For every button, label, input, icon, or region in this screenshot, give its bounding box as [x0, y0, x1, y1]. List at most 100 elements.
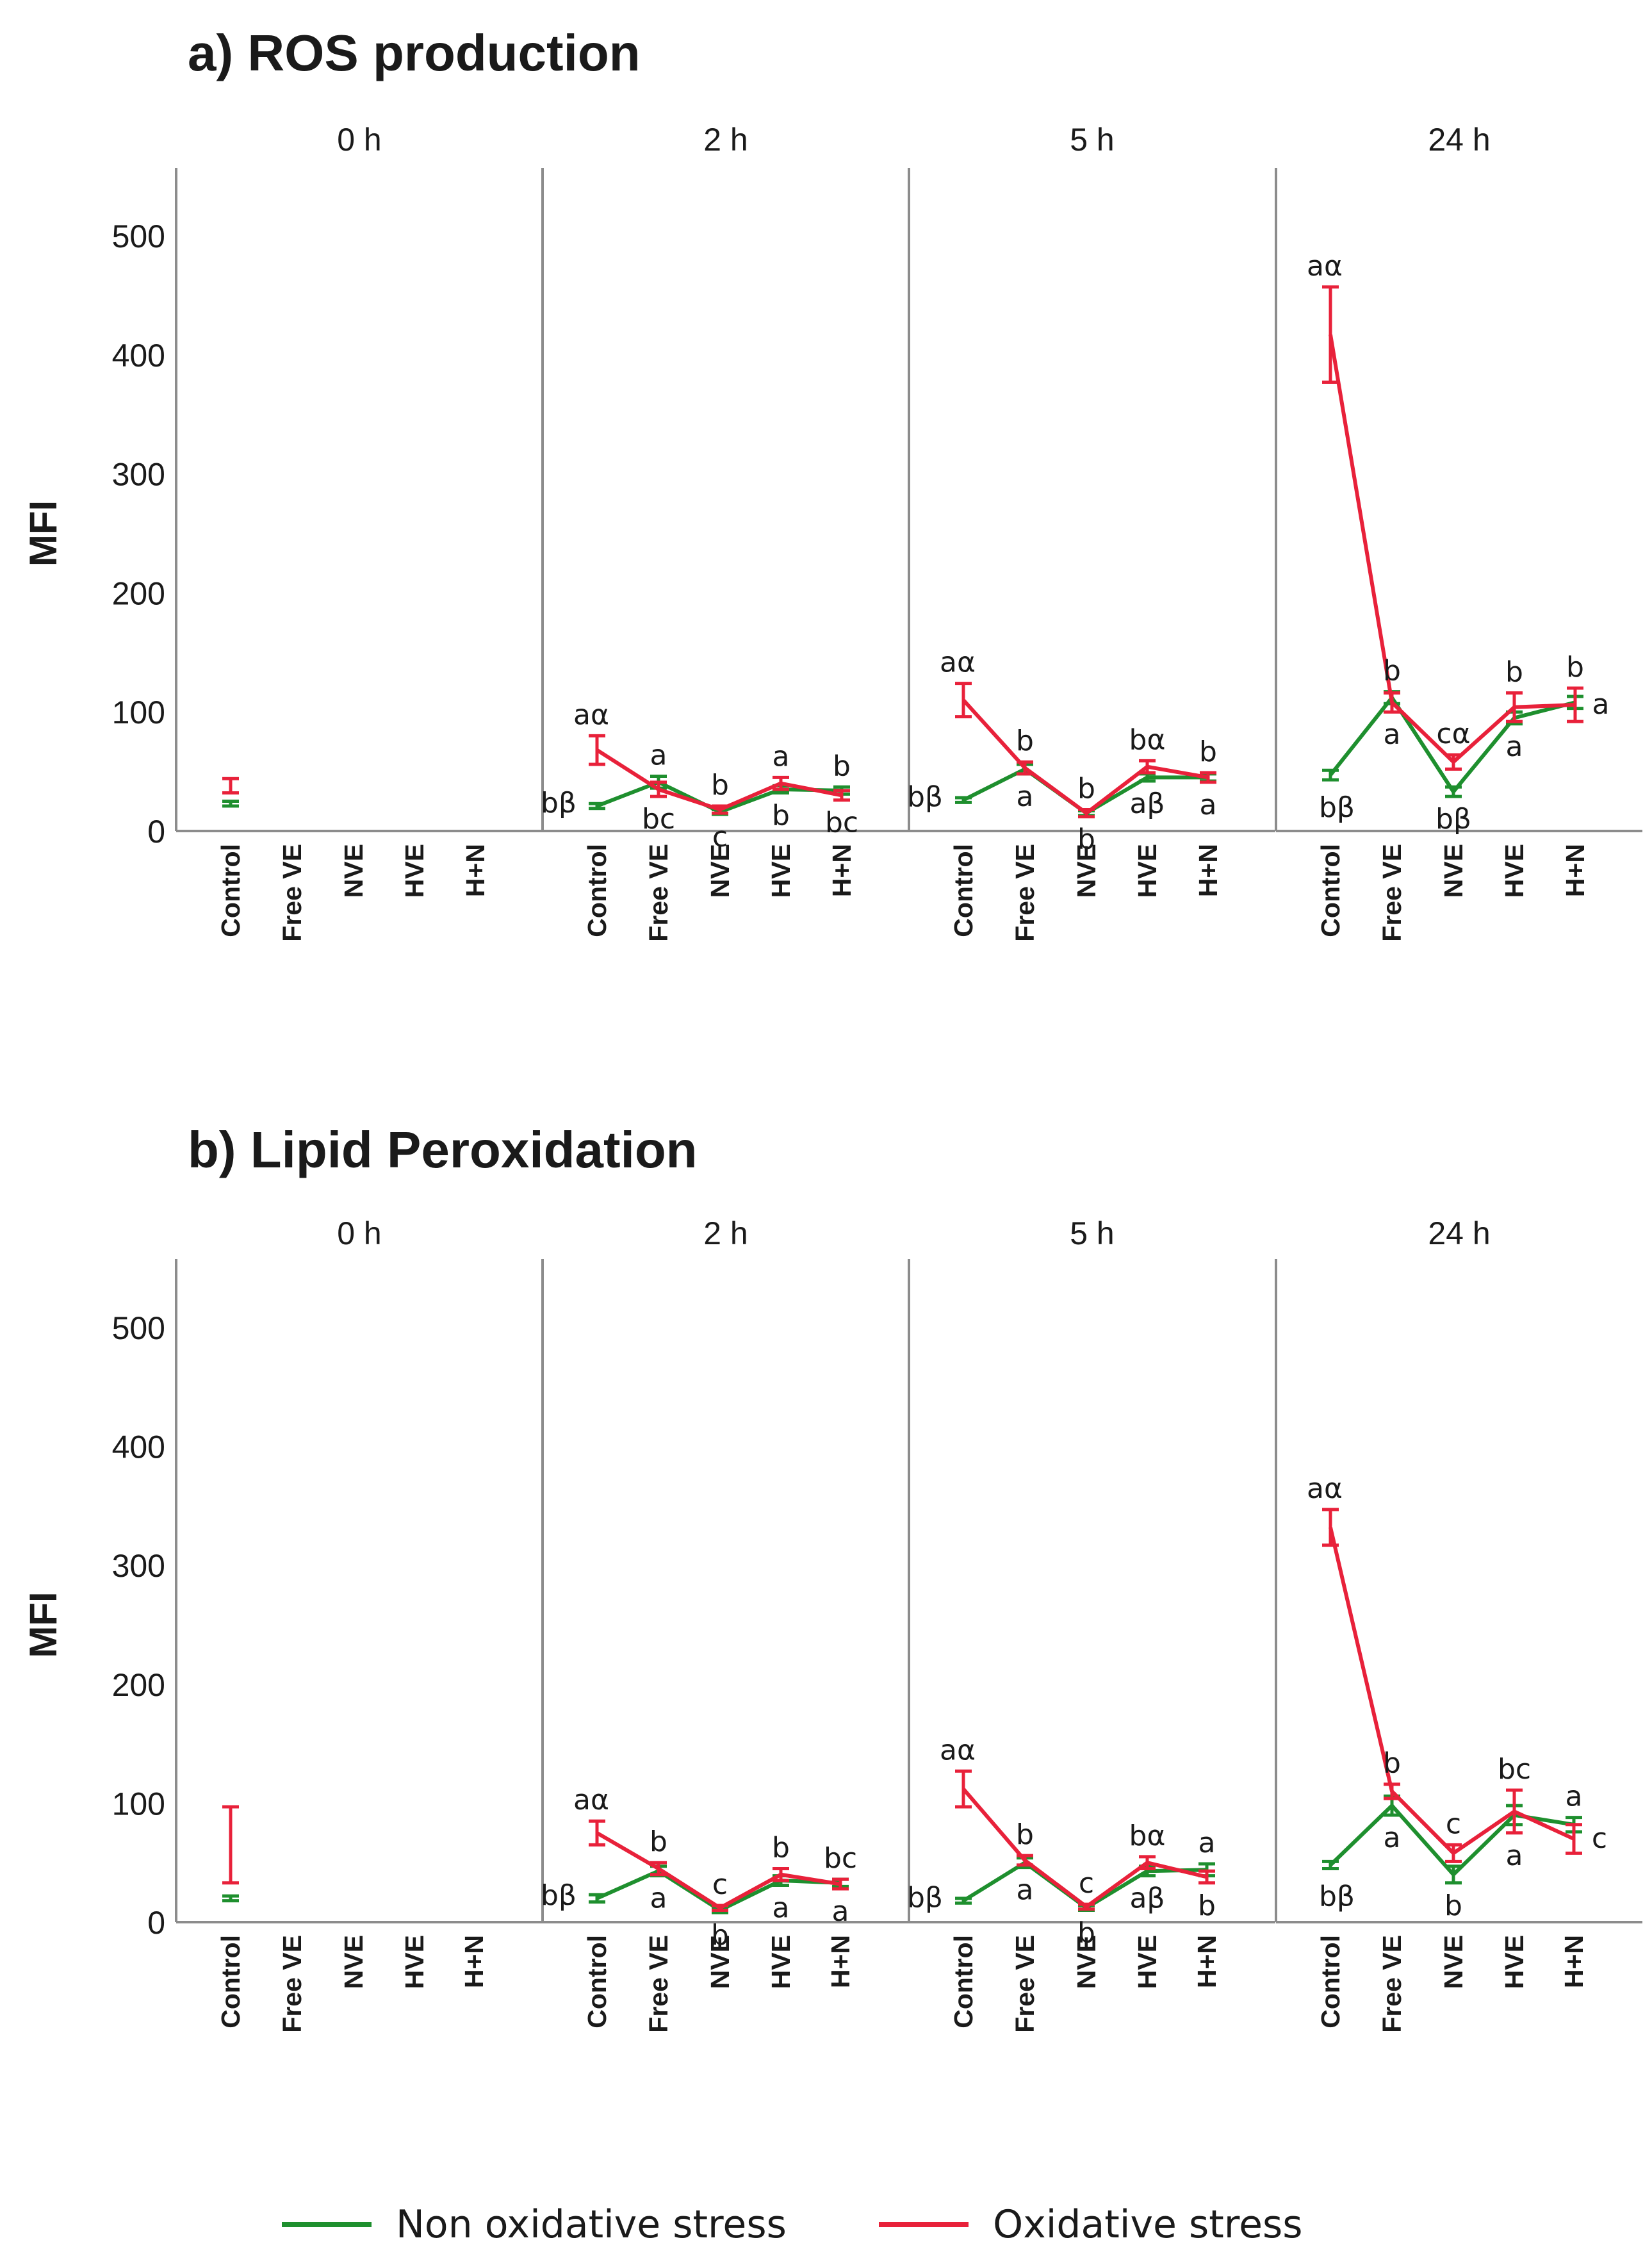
significance-letter: b	[650, 1825, 667, 1858]
significance-letter: aα	[1307, 1472, 1343, 1505]
y-tick-label: 500	[112, 218, 165, 254]
x-tick-label: Free VE	[644, 1935, 673, 2033]
x-tick-label: H+N	[1560, 844, 1590, 897]
oxidative-error-bar	[1384, 1782, 1400, 1800]
significance-letter: b	[772, 800, 790, 832]
significance-letter: aβ	[1129, 1882, 1165, 1915]
significance-letter: bβ	[1319, 1880, 1355, 1913]
facet-label: 2 h	[703, 122, 748, 158]
chart-title: b) Lipid Peroxidation	[188, 1121, 698, 1178]
non-oxidative-error-bar	[1322, 1859, 1339, 1870]
oxidative-error-bar	[712, 1904, 728, 1912]
facet-label: 5 h	[1070, 122, 1115, 158]
oxidative-error-bar	[589, 734, 605, 766]
oxidative-error-bar	[589, 1819, 605, 1847]
x-tick-label: NVE	[1072, 844, 1101, 898]
significance-letter: c	[712, 1868, 728, 1901]
significance-letter: c	[1446, 1807, 1461, 1840]
significance-letter: a	[1506, 1839, 1523, 1872]
x-tick-label: Control	[949, 1935, 978, 2028]
significance-letter: b	[711, 1919, 729, 1952]
x-tick-label: HVE	[1500, 844, 1529, 898]
significance-letter: b	[1505, 655, 1523, 688]
x-tick-label: H+N	[826, 1935, 855, 1988]
significance-letter: bβ	[1319, 791, 1355, 824]
x-tick-label: Control	[1316, 1935, 1345, 2028]
x-tick-label: H+N	[459, 1935, 489, 1988]
facet-label: 24 h	[1428, 1215, 1490, 1251]
significance-letter: a	[1198, 1827, 1216, 1859]
significance-letter: aα	[573, 1784, 609, 1816]
facet-label: 2 h	[703, 1215, 748, 1251]
oxidative-error-bar	[222, 777, 239, 795]
significance-letter: aβ	[1129, 787, 1165, 820]
x-tick-label: HVE	[1500, 1935, 1529, 1989]
x-tick-label: Free VE	[1377, 844, 1407, 942]
significance-letter: b	[1198, 1889, 1216, 1922]
oxidative-error-bar	[833, 789, 850, 802]
oxidative-error-bar	[1200, 771, 1216, 784]
oxidative-error-bar	[1445, 1843, 1462, 1863]
x-tick-label: HVE	[1133, 1935, 1162, 1989]
significance-letter: aα	[940, 646, 976, 679]
oxidative-error-bar	[832, 1877, 849, 1891]
significance-letter: c	[1592, 1822, 1607, 1855]
x-tick-label: HVE	[1133, 844, 1162, 898]
significance-letter: cα	[1436, 718, 1470, 750]
significance-letter: bα	[1129, 1820, 1166, 1852]
y-tick-label: 200	[112, 575, 165, 611]
significance-letter: b	[1016, 1818, 1034, 1851]
significance-letter: b	[1077, 773, 1095, 805]
significance-letter: c	[712, 821, 728, 853]
oxidative-error-bar	[1506, 691, 1523, 723]
non-oxidative-error-bar	[955, 1897, 972, 1905]
significance-letter: bc	[824, 1842, 857, 1875]
facet-label: 0 h	[337, 122, 382, 158]
significance-letter: bc	[1498, 1753, 1531, 1786]
significance-letter: a	[1384, 1822, 1401, 1854]
x-tick-label: Control	[216, 1935, 245, 2028]
facet-label: 0 h	[337, 1215, 382, 1251]
facet-0h: 0 h Control Free VE NVE HVE H+N	[175, 1215, 543, 2033]
y-tick-label: 400	[112, 338, 165, 374]
significance-letter: a	[1384, 718, 1401, 751]
y-tick-label: 300	[112, 1548, 165, 1584]
non-oxidative-error-bar	[955, 796, 972, 804]
significance-letter: b	[833, 750, 851, 782]
oxidative-line	[1329, 334, 1576, 764]
oxidative-error-bar	[1322, 1508, 1339, 1547]
x-tick-label: Control	[1316, 844, 1345, 937]
significance-letter: a	[650, 739, 667, 772]
x-tick-label: NVE	[1439, 1935, 1468, 1989]
significance-letter: bβ	[541, 1879, 577, 1912]
significance-letter: a	[1592, 688, 1610, 721]
facet-label: 5 h	[1070, 1215, 1115, 1251]
significance-letter: a	[773, 740, 790, 773]
x-tick-label: Free VE	[1010, 1935, 1040, 2033]
y-tick-label: 200	[112, 1667, 165, 1703]
y-tick-label: 300	[112, 457, 165, 493]
oxidative-error-bar	[773, 775, 789, 791]
lipid-peroxidation-chart: b) Lipid Peroxidation MFI 0 100 200 300 400 500…	[22, 1121, 1642, 2033]
significance-letter: bβ	[541, 787, 577, 819]
x-tick-label: H+N	[1193, 844, 1223, 897]
oxidative-error-bar	[1198, 1869, 1215, 1885]
x-tick-label: Control	[216, 844, 245, 937]
oxidative-error-bar	[650, 1861, 667, 1877]
y-tick-label: 400	[112, 1429, 165, 1465]
non-oxidative-error-bar	[1322, 768, 1339, 782]
significance-letter: b	[772, 1831, 790, 1864]
x-tick-label: HVE	[400, 844, 429, 898]
oxidative-error-bar	[955, 682, 972, 719]
oxidative-error-bar	[650, 780, 667, 798]
significance-letter: b	[1566, 651, 1584, 684]
legend-item-oxidative: Oxidative stress	[879, 2202, 1303, 2247]
significance-letter: bβ	[907, 781, 943, 814]
oxidative-error-bar	[955, 1769, 972, 1809]
x-tick-label: H+N	[827, 844, 856, 897]
